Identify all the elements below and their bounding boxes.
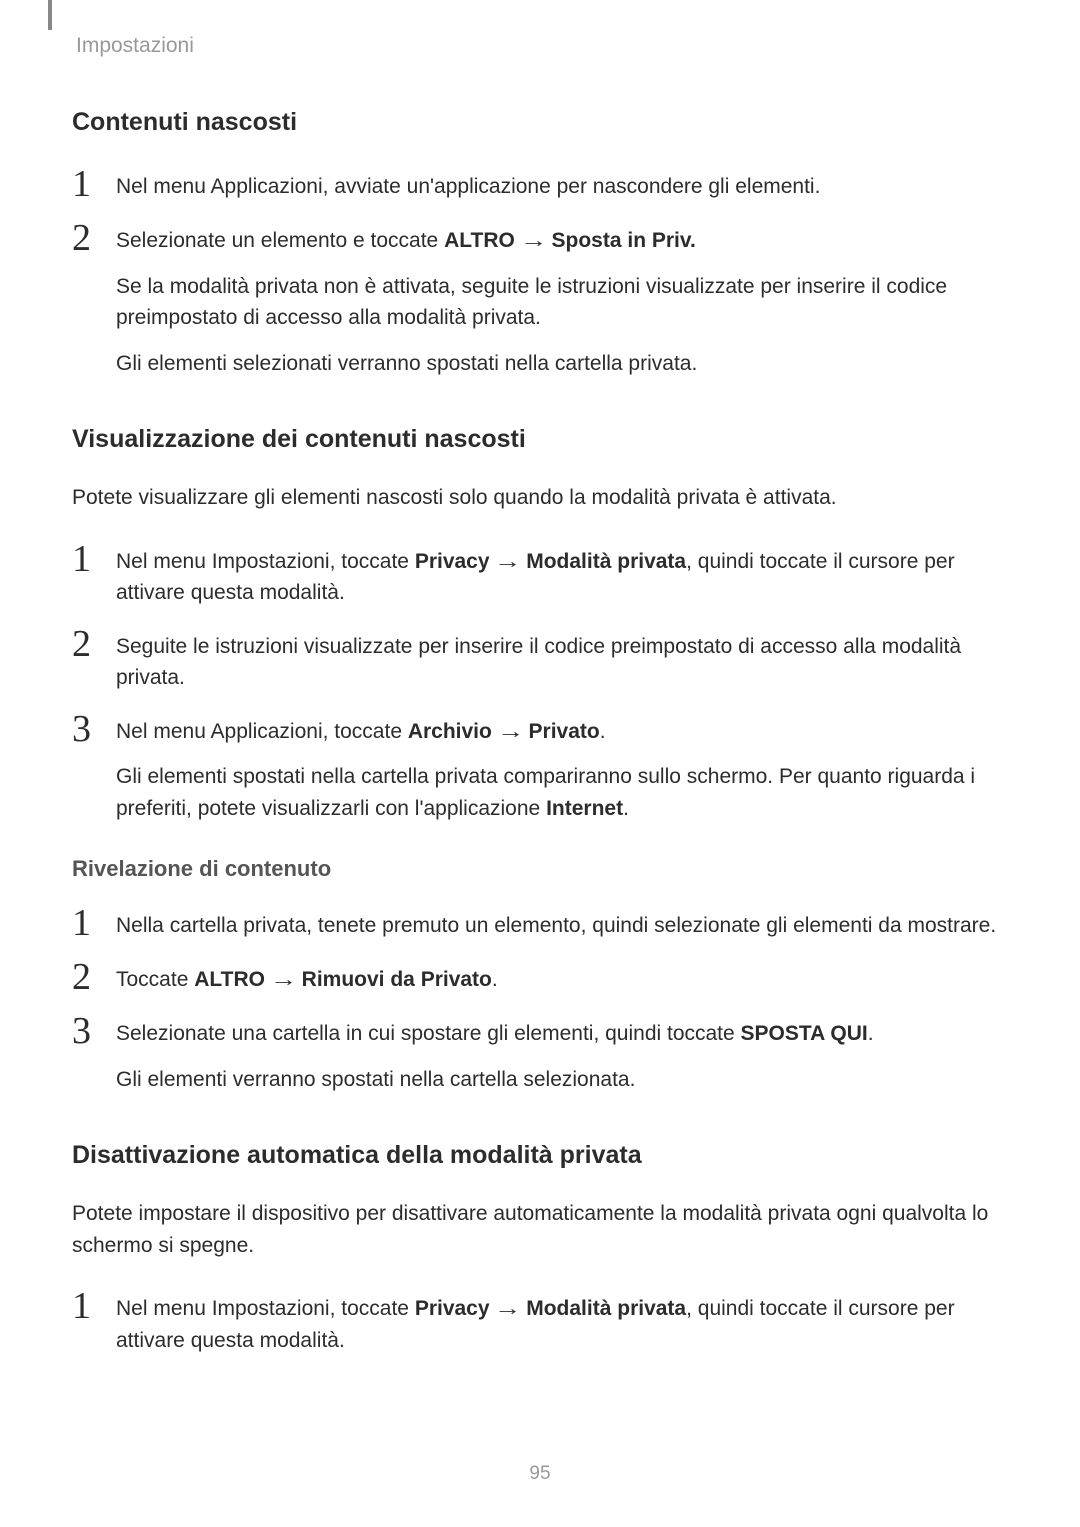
section-title-disattivazione: Disattivazione automatica della modalità… bbox=[72, 1141, 1008, 1170]
step-body: Nel menu Impostazioni, toccate Privacy →… bbox=[116, 540, 1008, 609]
step-line: Toccate ALTRO → Rimuovi da Privato. bbox=[116, 964, 1008, 996]
step-line: Gli elementi verranno spostati nella car… bbox=[116, 1064, 1008, 1096]
section-title-contenuti-nascosti: Contenuti nascosti bbox=[72, 108, 1008, 137]
step-line: Nel menu Applicazioni, toccate Archivio … bbox=[116, 716, 1008, 748]
numbered-step: 1Nel menu Impostazioni, toccate Privacy … bbox=[72, 540, 1008, 609]
numbered-step: 1Nel menu Impostazioni, toccate Privacy … bbox=[72, 1287, 1008, 1356]
step-body: Toccate ALTRO → Rimuovi da Privato. bbox=[116, 958, 1008, 996]
numbered-step: 3Selezionate una cartella in cui spostar… bbox=[72, 1012, 1008, 1095]
step-line: Gli elementi selezionati verranno sposta… bbox=[116, 348, 1008, 380]
step-line: Se la modalità privata non è attivata, s… bbox=[116, 271, 1008, 334]
step-body: Selezionate una cartella in cui spostare… bbox=[116, 1012, 1008, 1095]
step-number: 1 bbox=[72, 904, 116, 942]
page-tab-marker bbox=[48, 0, 52, 30]
numbered-step: 1Nel menu Applicazioni, avviate un'appli… bbox=[72, 165, 1008, 203]
numbered-step: 2Seguite le istruzioni visualizzate per … bbox=[72, 625, 1008, 694]
step-line: Selezionate un elemento e toccate ALTRO … bbox=[116, 225, 1008, 257]
section3-steps: 1Nella cartella privata, tenete premuto … bbox=[72, 904, 1008, 1095]
section-title-visualizzazione: Visualizzazione dei contenuti nascosti bbox=[72, 425, 1008, 454]
numbered-step: 1Nella cartella privata, tenete premuto … bbox=[72, 904, 1008, 942]
section2-steps: 1Nel menu Impostazioni, toccate Privacy … bbox=[72, 540, 1008, 825]
section4-steps: 1Nel menu Impostazioni, toccate Privacy … bbox=[72, 1287, 1008, 1356]
step-body: Nel menu Impostazioni, toccate Privacy →… bbox=[116, 1287, 1008, 1356]
page-content: Contenuti nascosti 1Nel menu Applicazion… bbox=[72, 108, 1008, 1372]
step-line: Selezionate una cartella in cui spostare… bbox=[116, 1018, 1008, 1050]
step-body: Nel menu Applicazioni, avviate un'applic… bbox=[116, 165, 1008, 203]
step-number: 1 bbox=[72, 540, 116, 578]
page-number: 95 bbox=[0, 1463, 1080, 1485]
section2-intro: Potete visualizzare gli elementi nascost… bbox=[72, 482, 1008, 514]
step-line: Nel menu Impostazioni, toccate Privacy →… bbox=[116, 1293, 1008, 1356]
step-body: Nel menu Applicazioni, toccate Archivio … bbox=[116, 710, 1008, 825]
step-number: 1 bbox=[72, 1287, 116, 1325]
step-number: 3 bbox=[72, 710, 116, 748]
step-number: 2 bbox=[72, 219, 116, 257]
step-body: Seguite le istruzioni visualizzate per i… bbox=[116, 625, 1008, 694]
numbered-step: 2Selezionate un elemento e toccate ALTRO… bbox=[72, 219, 1008, 379]
step-line: Seguite le istruzioni visualizzate per i… bbox=[116, 631, 1008, 694]
numbered-step: 2Toccate ALTRO → Rimuovi da Privato. bbox=[72, 958, 1008, 996]
numbered-step: 3Nel menu Applicazioni, toccate Archivio… bbox=[72, 710, 1008, 825]
step-body: Selezionate un elemento e toccate ALTRO … bbox=[116, 219, 1008, 379]
step-number: 1 bbox=[72, 165, 116, 203]
step-number: 3 bbox=[72, 1012, 116, 1050]
section1-steps: 1Nel menu Applicazioni, avviate un'appli… bbox=[72, 165, 1008, 379]
section-title-rivelazione: Rivelazione di contenuto bbox=[72, 856, 1008, 882]
breadcrumb: Impostazioni bbox=[76, 34, 194, 58]
step-line: Nella cartella privata, tenete premuto u… bbox=[116, 910, 1008, 942]
step-line: Nel menu Impostazioni, toccate Privacy →… bbox=[116, 546, 1008, 609]
step-number: 2 bbox=[72, 625, 116, 663]
step-number: 2 bbox=[72, 958, 116, 996]
step-line: Nel menu Applicazioni, avviate un'applic… bbox=[116, 171, 1008, 203]
step-body: Nella cartella privata, tenete premuto u… bbox=[116, 904, 1008, 942]
section4-intro: Potete impostare il dispositivo per disa… bbox=[72, 1198, 1008, 1261]
step-line: Gli elementi spostati nella cartella pri… bbox=[116, 761, 1008, 824]
